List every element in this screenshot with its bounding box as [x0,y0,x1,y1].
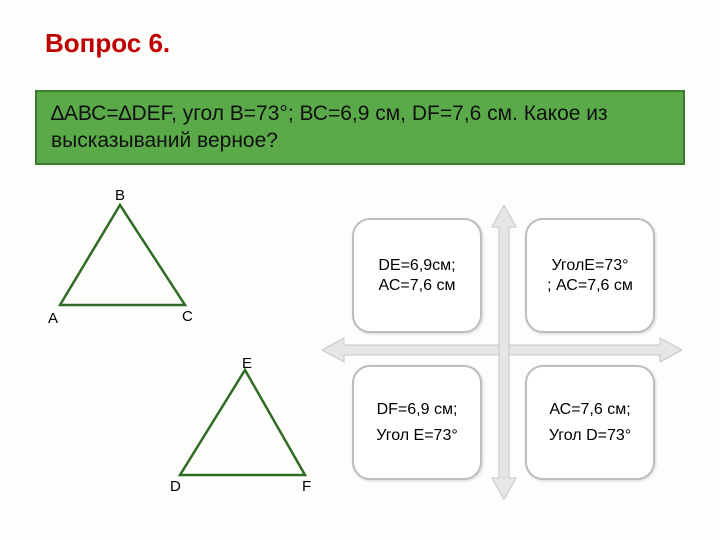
answer-1-line2: АС=7,6 см [379,276,456,296]
answers-grid: DE=6,9см; АС=7,6 см УголE=73° ; АС=7,6 с… [330,210,680,510]
question-text: ∆АВС=∆DEF, угол В=73°; ВС=6,9 см, DF=7,6… [35,90,685,165]
triangles-svg [30,195,310,505]
answer-3-line2: Угол Е=73° [376,426,457,446]
answer-option-3[interactable]: DF=6,9 см; Угол Е=73° [352,365,482,480]
triangles-diagram: А В С D E F [30,195,310,505]
label-d: D [170,478,181,495]
answer-3-line1: DF=6,9 см; [377,400,458,420]
label-e: E [242,355,252,372]
answer-option-1[interactable]: DE=6,9см; АС=7,6 см [352,218,482,333]
answer-4-line1: АС=7,6 см; [549,400,630,420]
answer-2-line1: УголE=73° [551,256,628,276]
answer-option-4[interactable]: АС=7,6 см; Угол D=73° [525,365,655,480]
label-f: F [302,478,311,495]
label-a: А [48,310,58,327]
answer-option-2[interactable]: УголE=73° ; АС=7,6 см [525,218,655,333]
answer-2-line2: ; АС=7,6 см [547,276,633,296]
label-b: В [115,187,125,204]
triangle-abc [60,205,185,305]
question-title: Вопрос 6. [45,28,170,59]
vertical-arrow [490,205,518,500]
answer-4-line2: Угол D=73° [549,426,631,446]
answer-1-line1: DE=6,9см; [378,256,455,276]
label-c: С [182,308,193,325]
triangle-def [180,370,305,475]
